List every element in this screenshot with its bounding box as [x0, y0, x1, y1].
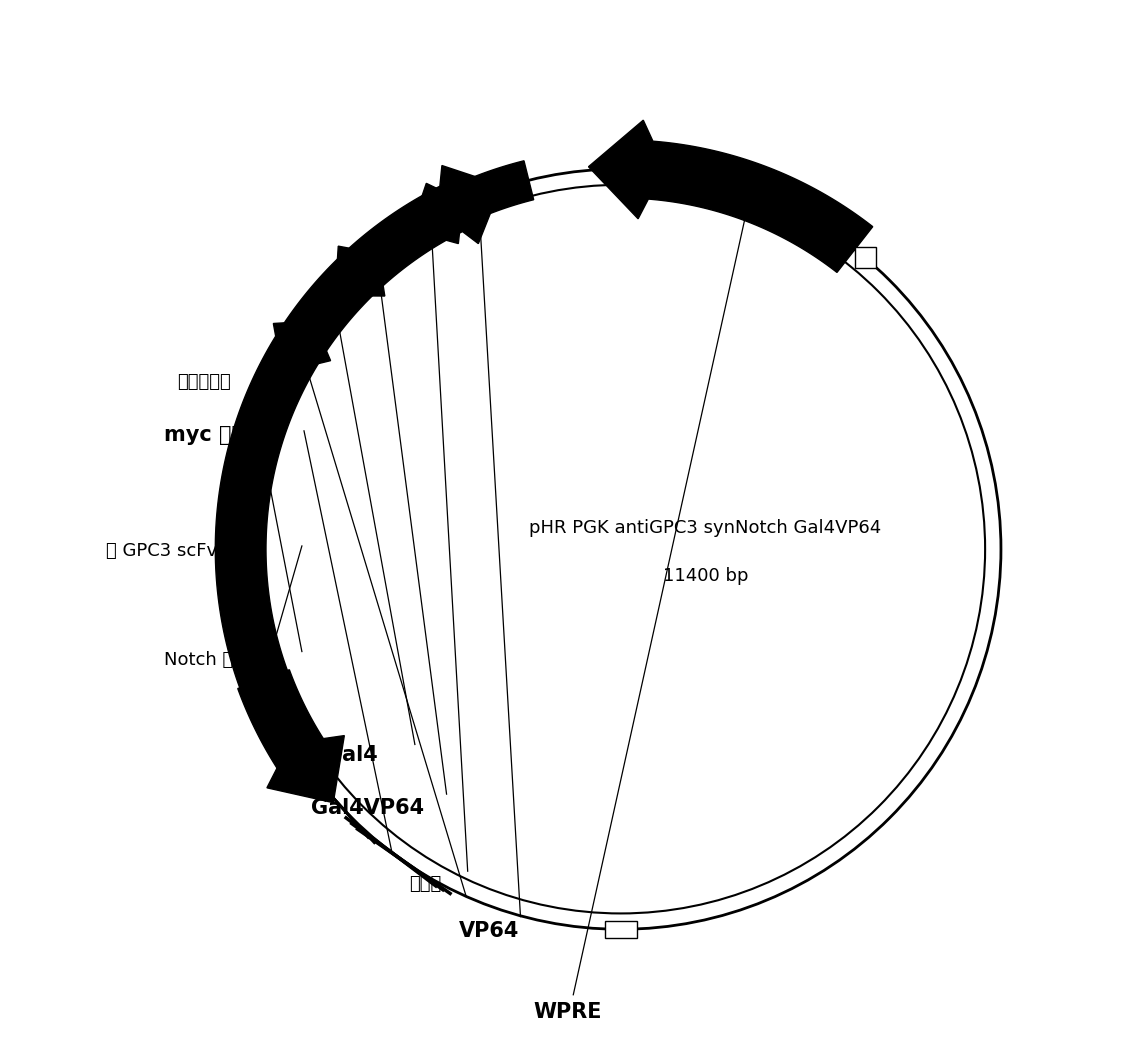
Bar: [854, 247, 876, 268]
Polygon shape: [335, 203, 441, 296]
Polygon shape: [410, 161, 534, 244]
Text: pHR PGK antiGPC3 synNotch Gal4VP64: pHR PGK antiGPC3 synNotch Gal4VP64: [529, 518, 882, 538]
Polygon shape: [237, 670, 344, 803]
Text: Gal4VP64: Gal4VP64: [311, 798, 424, 817]
Bar: [605, 921, 636, 938]
Text: VP64: VP64: [459, 922, 519, 941]
Text: 信号肽序列: 信号肽序列: [177, 373, 231, 392]
Text: 11400 bp: 11400 bp: [662, 566, 747, 585]
Polygon shape: [274, 266, 366, 373]
Text: WPRE: WPRE: [534, 1002, 602, 1021]
Text: myc 标签: myc 标签: [164, 426, 244, 445]
Text: Gal4: Gal4: [325, 746, 378, 765]
Text: 连接子: 连接子: [409, 874, 442, 893]
Text: 抗 GPC3 scFv: 抗 GPC3 scFv: [106, 542, 217, 561]
Text: Notch 核心: Notch 核心: [164, 650, 244, 670]
Polygon shape: [216, 166, 501, 781]
Polygon shape: [588, 120, 872, 272]
